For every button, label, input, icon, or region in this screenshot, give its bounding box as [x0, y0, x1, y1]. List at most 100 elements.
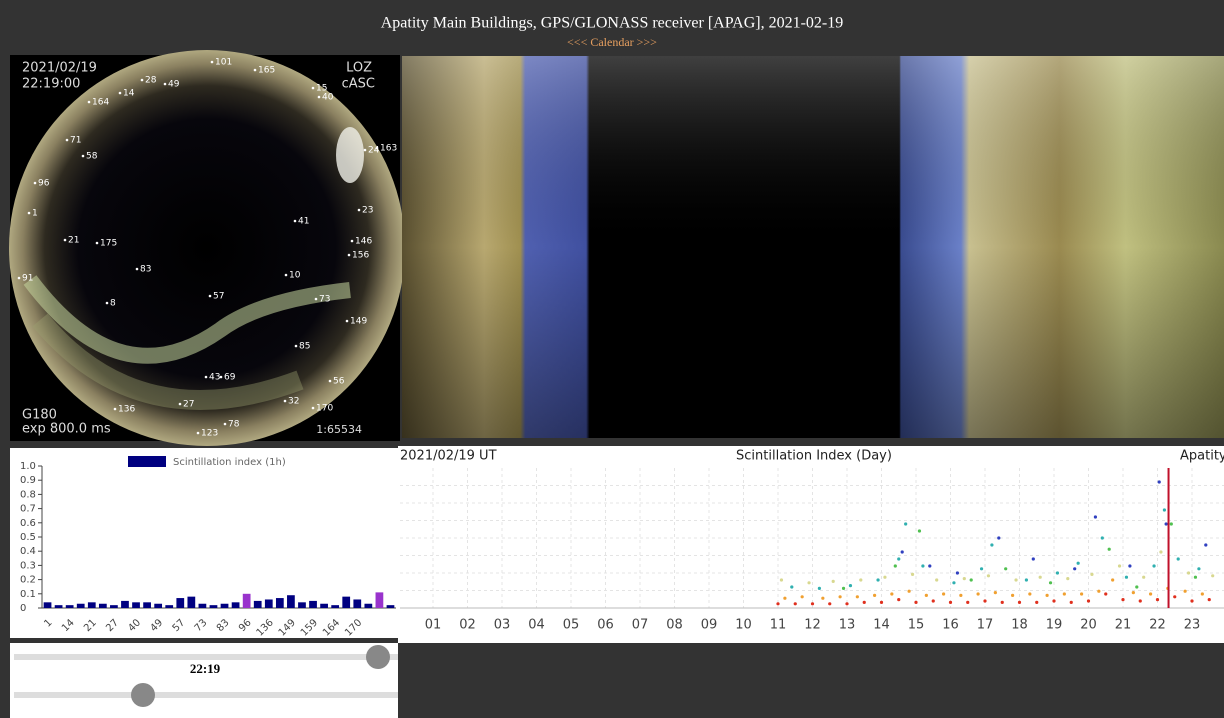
chart-title: Scintillation Index (Day): [736, 449, 892, 464]
scatter-point: [776, 602, 779, 605]
satellite-label: 57: [213, 292, 224, 302]
satellite-label: 56: [333, 377, 345, 387]
satellite-dot: [205, 376, 208, 379]
scatter-point: [1025, 578, 1028, 581]
scatter-point: [1170, 522, 1173, 525]
bar: [364, 604, 372, 608]
bar: [287, 595, 295, 608]
bar: [187, 597, 195, 608]
scatter-point: [1139, 599, 1142, 602]
bar: [387, 605, 395, 608]
satellite-label: 83: [140, 265, 151, 275]
scatter-point: [1018, 601, 1021, 604]
bar: [66, 605, 74, 608]
satellite-label: 165: [258, 66, 275, 76]
satellite-dot: [164, 83, 167, 86]
scatter-point: [845, 602, 848, 605]
scatter-point: [1032, 557, 1035, 560]
bar: [221, 604, 229, 608]
bar: [165, 605, 173, 608]
scatter-point: [1149, 592, 1152, 595]
satellite-label: 21: [68, 236, 79, 246]
scatter-point: [873, 594, 876, 597]
satellite-dot: [358, 209, 361, 212]
scatter-point: [1001, 601, 1004, 604]
satellite-label: 101: [215, 58, 232, 68]
scatter-point: [942, 592, 945, 595]
satellite-dot: [376, 147, 379, 150]
y-tick-label: 0.4: [20, 546, 36, 557]
scatter-point: [1208, 598, 1211, 601]
scatter-point: [1142, 576, 1145, 579]
satellite-label: 85: [299, 342, 310, 352]
chart-annotation: Apatity: [1180, 449, 1224, 464]
scatter-point: [1184, 590, 1187, 593]
satellite-label: 78: [228, 420, 240, 430]
scatter-point: [1156, 598, 1159, 601]
satellite-dot: [88, 101, 91, 104]
scatter-point: [959, 594, 962, 597]
x-tick-label: 02: [459, 618, 476, 633]
x-tick-label: 23: [1184, 618, 1201, 633]
scatter-point: [794, 602, 797, 605]
satellite-dot: [106, 302, 109, 305]
satellite-dot: [364, 149, 367, 152]
scatter-point: [897, 557, 900, 560]
bar: [210, 605, 218, 608]
satellite-dot: [295, 345, 298, 348]
y-tick-label: 0.8: [20, 489, 36, 500]
y-tick-label: 0.5: [20, 532, 36, 543]
scatter-point: [783, 597, 786, 600]
scatter-point: [925, 594, 928, 597]
satellite-label: 136: [118, 405, 135, 415]
x-tick-label: 11: [770, 618, 787, 633]
satellite-label: 32: [288, 397, 299, 407]
current-time: 22:19: [190, 661, 221, 676]
bar: [265, 599, 273, 608]
scatter-point: [849, 584, 852, 587]
chart-subtitle: 2021/02/19 UT: [400, 449, 497, 464]
satellite-label: 146: [355, 237, 372, 247]
slider-knob[interactable]: [131, 683, 155, 707]
satellite-dot: [64, 239, 67, 242]
scatter-point: [897, 598, 900, 601]
x-tick-label: 08: [666, 618, 683, 633]
x-tick-label: 15: [908, 618, 925, 633]
scatter-point: [1097, 590, 1100, 593]
sky-filter: G180: [22, 408, 57, 423]
bar: [199, 604, 207, 608]
satellite-dot: [136, 268, 139, 271]
satellite-dot: [34, 182, 37, 185]
bar: [88, 602, 96, 608]
scatter-point: [1014, 578, 1017, 581]
scatter-point: [918, 529, 921, 532]
satellite-dot: [220, 376, 223, 379]
scatter-point: [1094, 515, 1097, 518]
satellite-label: 28: [145, 76, 157, 86]
scatter-point: [839, 595, 842, 598]
x-tick-label: 12: [804, 618, 821, 633]
satellite-dot: [179, 403, 182, 406]
y-tick-label: 0.6: [20, 518, 36, 529]
satellite-dot: [312, 87, 315, 90]
satellite-label: 164: [92, 98, 109, 108]
satellite-label: 23: [362, 206, 373, 216]
scatter-point: [1173, 595, 1176, 598]
scatter-point: [1101, 536, 1104, 539]
y-tick-label: 0: [20, 603, 26, 614]
slider-knob[interactable]: [366, 645, 390, 669]
bar: [232, 602, 240, 608]
scatter-point: [949, 601, 952, 604]
sky-exposure: exp 800.0 ms: [22, 422, 111, 437]
satellite-dot: [211, 61, 214, 64]
sky-site: LOZ: [346, 61, 372, 76]
y-tick-label: 0.2: [20, 575, 36, 586]
calendar-nav[interactable]: <<< Calendar >>>: [567, 35, 657, 49]
bar: [254, 601, 262, 608]
bar: [44, 602, 52, 608]
sky-time: 22:19:00: [22, 77, 80, 92]
bar: [99, 604, 107, 608]
bar: [77, 604, 85, 608]
satellite-label: 96: [38, 179, 50, 189]
scatter-point: [1132, 591, 1135, 594]
